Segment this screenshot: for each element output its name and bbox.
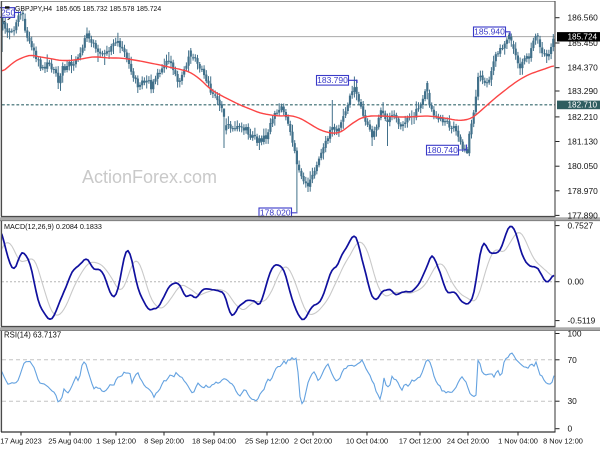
svg-text:177.890: 177.890 <box>568 210 599 220</box>
svg-text:182.710: 182.710 <box>568 101 598 110</box>
svg-text:180.050: 180.050 <box>568 161 599 171</box>
svg-text:181.130: 181.130 <box>568 137 599 147</box>
svg-text:GBPJPY,H4 185.605 185.732 185: GBPJPY,H4 185.605 185.732 185.578 185.72… <box>15 6 161 13</box>
svg-text:0.00: 0.00 <box>568 277 585 287</box>
svg-text:8 Sep 20:00: 8 Sep 20:00 <box>144 437 184 446</box>
svg-text:24 Oct 20:00: 24 Oct 20:00 <box>447 437 489 446</box>
svg-text:250: 250 <box>1 8 15 18</box>
svg-text:183.790: 183.790 <box>317 75 348 85</box>
svg-text:0.7527: 0.7527 <box>568 221 594 231</box>
svg-text:185.724: 185.724 <box>568 33 598 42</box>
svg-text:183.290: 183.290 <box>568 86 599 96</box>
svg-text:178.970: 178.970 <box>568 186 599 196</box>
svg-text:0: 0 <box>568 424 573 434</box>
svg-text:17 Oct 12:00: 17 Oct 12:00 <box>399 437 441 446</box>
svg-text:186.560: 186.560 <box>568 13 599 23</box>
svg-text:MACD(12,26,9) 0.2084 0.1833: MACD(12,26,9) 0.2084 0.1833 <box>4 222 102 231</box>
svg-text:10 Oct 04:00: 10 Oct 04:00 <box>346 437 388 446</box>
svg-text:182.210: 182.210 <box>568 112 599 122</box>
svg-text:18 Sep 04:00: 18 Sep 04:00 <box>192 437 236 446</box>
svg-text:185.450: 185.450 <box>568 38 599 48</box>
svg-text:1 Sep 12:00: 1 Sep 12:00 <box>96 437 136 446</box>
svg-text:25 Sep 12:00: 25 Sep 12:00 <box>245 437 289 446</box>
svg-text:178.020: 178.020 <box>260 208 291 218</box>
svg-text:2 Oct 20:00: 2 Oct 20:00 <box>294 437 332 446</box>
svg-text:100: 100 <box>568 329 582 339</box>
svg-text:ActionForex.com: ActionForex.com <box>82 167 217 187</box>
svg-text:RSI(14) 63.7137: RSI(14) 63.7137 <box>4 331 61 340</box>
svg-text:184.370: 184.370 <box>568 63 599 73</box>
svg-text:17 Aug 2023: 17 Aug 2023 <box>0 437 42 446</box>
svg-text:8 Nov 12:00: 8 Nov 12:00 <box>543 437 583 446</box>
svg-text:25 Aug 04:00: 25 Aug 04:00 <box>48 437 92 446</box>
svg-text:1 Nov 04:00: 1 Nov 04:00 <box>498 437 538 446</box>
svg-text:185.940: 185.940 <box>474 27 505 37</box>
svg-text:30: 30 <box>568 396 578 406</box>
svg-text:180.740: 180.740 <box>427 145 458 155</box>
svg-text:70: 70 <box>568 355 578 365</box>
svg-text:-0.5119: -0.5119 <box>568 316 596 326</box>
